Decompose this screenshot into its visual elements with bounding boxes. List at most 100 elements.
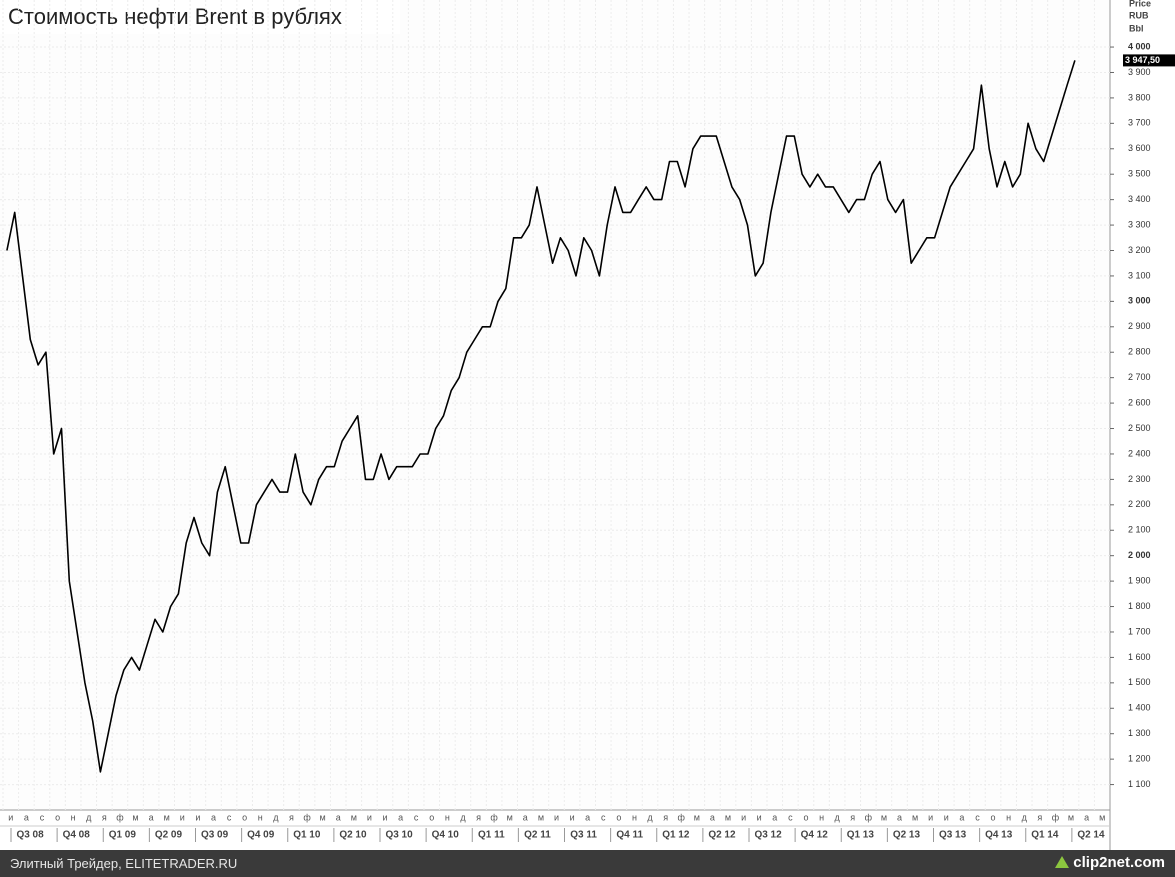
chart: Стоимость нефти Brent в рублях Price RUB… xyxy=(0,0,1175,850)
x-tick-label: н xyxy=(71,812,76,822)
footer-source: Элитный Трейдер, ELITETRADER.RU xyxy=(10,856,238,871)
quarter-label: Q3 10 xyxy=(385,830,413,841)
x-tick-label: н xyxy=(1006,812,1011,822)
y-tick-label: 3 700 xyxy=(1128,118,1151,128)
x-tick-label: м xyxy=(725,812,731,822)
x-tick-label: а xyxy=(1084,812,1089,822)
quarter-label: Q2 14 xyxy=(1077,830,1105,841)
y-tick-label: 2 000 xyxy=(1128,550,1151,560)
x-tick-label: д xyxy=(86,812,92,822)
x-tick-label: и xyxy=(367,812,372,822)
x-tick-label: и xyxy=(928,812,933,822)
x-tick-label: м xyxy=(320,812,326,822)
x-tick-label: м xyxy=(507,812,513,822)
plot-area xyxy=(0,0,1110,810)
y-tick-label: 1 200 xyxy=(1128,754,1151,764)
y-tick-label: 2 900 xyxy=(1128,321,1151,331)
x-tick-label: д xyxy=(460,812,466,822)
x-tick-label: ф xyxy=(490,812,498,822)
x-tick-label: я xyxy=(663,812,668,822)
y-tick-label: 2 100 xyxy=(1128,525,1151,535)
x-tick-label: с xyxy=(975,812,980,822)
y-tick-label: 1 100 xyxy=(1128,779,1151,789)
x-tick-label: ф xyxy=(303,812,311,822)
x-tick-label: м xyxy=(164,812,170,822)
quarter-label: Q3 08 xyxy=(16,830,44,841)
x-tick-label: м xyxy=(132,812,138,822)
y-tick-label: 2 200 xyxy=(1128,499,1151,509)
x-tick-label: а xyxy=(149,812,154,822)
y-axis-label: RUB xyxy=(1129,10,1149,20)
x-tick-label: а xyxy=(710,812,715,822)
logo-text[interactable]: clip2net.com xyxy=(1073,854,1165,871)
x-tick-label: ф xyxy=(116,812,124,822)
y-tick-label: 4 000 xyxy=(1128,41,1151,51)
x-tick-label: а xyxy=(959,812,964,822)
price-line xyxy=(6,60,1076,773)
x-tick-label: и xyxy=(570,812,575,822)
x-tick-label: н xyxy=(445,812,450,822)
x-tick-label: ф xyxy=(865,812,873,822)
y-tick-label: 3 900 xyxy=(1128,67,1151,77)
y-tick-label: 1 300 xyxy=(1128,728,1151,738)
quarter-label: Q1 12 xyxy=(662,830,690,841)
x-tick-label: и xyxy=(757,812,762,822)
x-tick-label: с xyxy=(40,812,45,822)
y-tick-label: 2 300 xyxy=(1128,474,1151,484)
grid xyxy=(0,0,1110,810)
y-tick-label: 3 600 xyxy=(1128,143,1151,153)
quarter-label: Q2 12 xyxy=(708,830,736,841)
x-tick-label: а xyxy=(336,812,341,822)
x-tick-label: м xyxy=(881,812,887,822)
last-price-label: 3 947,50 xyxy=(1125,55,1160,65)
x-tick-label: и xyxy=(382,812,387,822)
x-tick-label: и xyxy=(195,812,200,822)
y-tick-label: 2 400 xyxy=(1128,448,1151,458)
x-tick-label: м xyxy=(694,812,700,822)
y-tick-label: 3 500 xyxy=(1128,169,1151,179)
x-tick-label: а xyxy=(772,812,777,822)
x-tick-label: м xyxy=(912,812,918,822)
footer: Элитный Трейдер, ELITETRADER.RU clip2net… xyxy=(0,850,1175,877)
quarter-label: Q3 13 xyxy=(939,830,967,841)
quarter-label: Q1 13 xyxy=(847,830,875,841)
y-tick-label: 1 400 xyxy=(1128,703,1151,713)
x-tick-label: а xyxy=(897,812,902,822)
y-tick-label: 3 000 xyxy=(1128,296,1151,306)
x-tick-label: и xyxy=(944,812,949,822)
x-tick-label: д xyxy=(273,812,279,822)
quarter-label: Q2 13 xyxy=(893,830,921,841)
y-axis-label: Price xyxy=(1129,0,1151,8)
quarter-label: Q2 09 xyxy=(155,830,183,841)
x-tick-label: я xyxy=(850,812,855,822)
quarter-label: Q3 11 xyxy=(570,830,597,841)
x-tick-label: о xyxy=(991,812,996,822)
x-tick-label: а xyxy=(211,812,216,822)
y-tick-label: 2 700 xyxy=(1128,372,1151,382)
quarter-label: Q1 09 xyxy=(109,830,137,841)
y-tick-label: 3 100 xyxy=(1128,270,1151,280)
quarter-label: Q2 11 xyxy=(524,830,551,841)
x-tick-label: м xyxy=(1068,812,1074,822)
x-tick-label: о xyxy=(616,812,621,822)
x-tick-label: н xyxy=(819,812,824,822)
x-tick-label: о xyxy=(803,812,808,822)
x-tick-label: о xyxy=(242,812,247,822)
y-tick-label: 1 600 xyxy=(1128,652,1151,662)
x-tick-label: м xyxy=(1099,812,1105,822)
x-tick-label: я xyxy=(102,812,107,822)
x-tick-label: я xyxy=(289,812,294,822)
y-tick-label: 3 200 xyxy=(1128,245,1151,255)
y-tick-label: 2 800 xyxy=(1128,347,1151,357)
y-tick-label: 3 800 xyxy=(1128,92,1151,102)
x-tick-label: и xyxy=(554,812,559,822)
y-tick-label: 1 800 xyxy=(1128,601,1151,611)
x-tick-label: ф xyxy=(1052,812,1060,822)
quarter-label: Q4 08 xyxy=(63,830,91,841)
y-tick-label: 1 500 xyxy=(1128,677,1151,687)
x-tick-label: д xyxy=(835,812,841,822)
footer-logo[interactable]: clip2net.com xyxy=(1055,854,1165,871)
x-tick-label: и xyxy=(180,812,185,822)
quarter-label: Q3 09 xyxy=(201,830,229,841)
